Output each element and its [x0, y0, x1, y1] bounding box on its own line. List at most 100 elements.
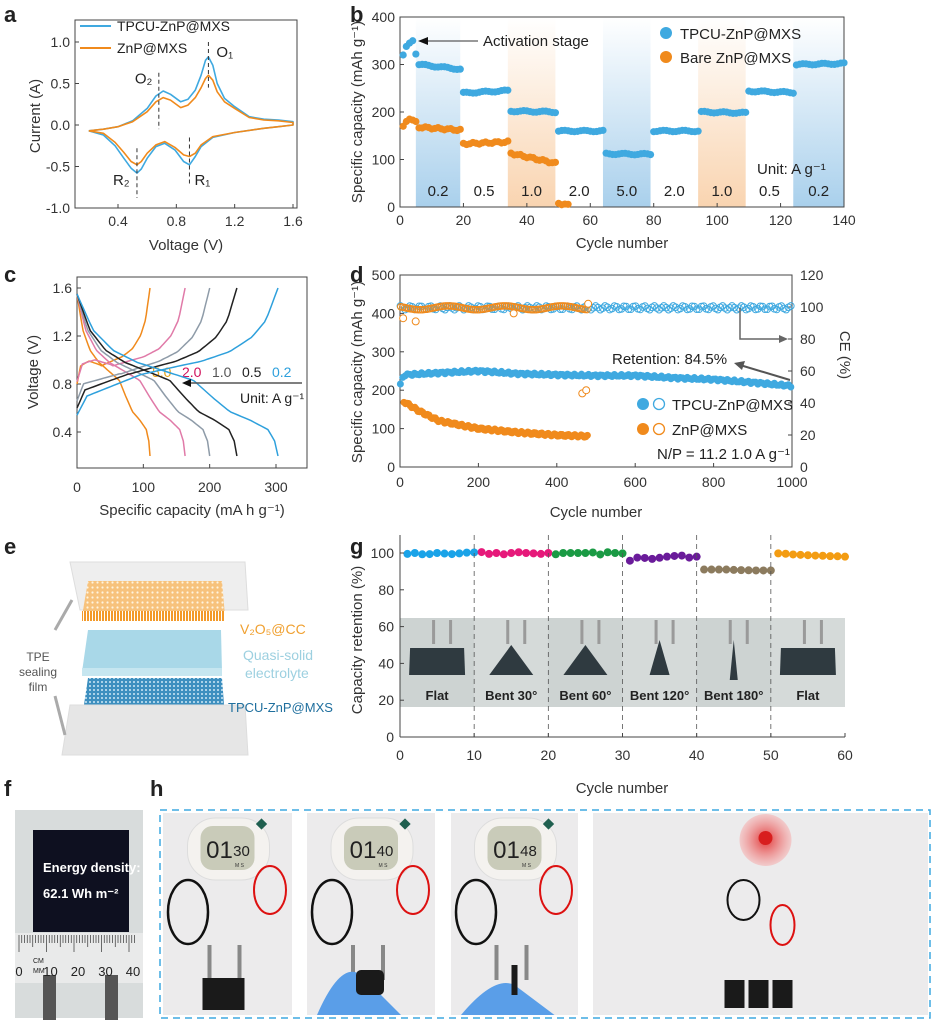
red-wire [539, 865, 573, 915]
tpcu-ce-point [782, 305, 790, 314]
arrow-head-icon [418, 37, 428, 45]
pouch-cell [33, 830, 129, 932]
x-tick-label: 60 [837, 747, 853, 763]
ruler-number: 20 [71, 964, 85, 979]
rate-label: 0.5 [242, 364, 262, 380]
retention-point [670, 551, 679, 560]
retention-point [581, 549, 590, 557]
gloved-hand [461, 983, 555, 1015]
panel-label-g: g [350, 534, 363, 559]
tpcu-ce-point [730, 303, 739, 312]
film-arrow-down [53, 695, 67, 736]
y-tick-label: 80 [378, 582, 394, 598]
tab-strip [105, 975, 118, 1020]
alligator-clip [494, 945, 499, 980]
znp-ce-point [584, 299, 593, 308]
rate-band [602, 17, 651, 207]
alligator-clip [237, 945, 242, 980]
arrow-head-icon [734, 361, 745, 370]
clip-icon [745, 620, 749, 644]
retention-point [700, 565, 709, 574]
tpcu-ce-point [777, 302, 786, 310]
x-axis-label: Cycle number [576, 780, 669, 797]
rate-label: 0.2 [808, 183, 829, 200]
x-tick-label: 140 [832, 212, 856, 228]
tpcu-ce-point [608, 304, 616, 313]
retention-point [752, 566, 760, 575]
retention-point [677, 551, 686, 560]
x-tick-label: 20 [456, 212, 472, 228]
bare-point [504, 137, 512, 145]
clip-icon [802, 620, 806, 644]
y-tick-label: 0.4 [53, 424, 73, 440]
tpcu-ce-point [723, 305, 732, 314]
pouch-cell-image [729, 640, 738, 680]
retention-point [522, 549, 531, 557]
timer-display [344, 826, 398, 870]
znp-ce-point [528, 305, 536, 314]
retention-point [485, 549, 493, 558]
retention-point [818, 551, 827, 560]
y2-tick-label: 60 [800, 363, 816, 379]
y-tick-label: 100 [371, 545, 395, 561]
panel-label-f: f [4, 776, 12, 801]
tpcu-ce-point [709, 302, 718, 310]
red-wire [396, 865, 430, 915]
retention-point [499, 550, 508, 559]
y-axis-label: Specific capacity (mAh g⁻¹) [349, 21, 366, 203]
retention-point [841, 552, 849, 561]
x-tick-label: 20 [541, 747, 557, 763]
film-label: film [29, 680, 48, 694]
tpcu-ce-point [787, 302, 795, 310]
znp-ce-point [500, 302, 509, 310]
timer-demo-photos: 01 30M S01 40M S01 48M S [159, 809, 931, 1019]
tpcu-point [694, 127, 702, 135]
x-tick-label: 0 [396, 747, 404, 763]
timer-unit: M S [522, 863, 532, 869]
clip-icon [671, 620, 675, 644]
clip-icon [580, 620, 584, 644]
retention-point [588, 548, 597, 557]
legend-open-marker [652, 422, 666, 436]
pouch-cell [202, 978, 245, 1010]
retention-point [625, 556, 634, 565]
pouch-cell-image [649, 640, 670, 675]
x-tick-label: 0.4 [108, 213, 128, 229]
retention-point [514, 548, 523, 557]
retention-point [603, 548, 612, 557]
retention-point [418, 550, 427, 559]
x-tick-label: 200 [198, 479, 222, 495]
electrolyte-layer [82, 630, 222, 672]
tab-strip [43, 975, 56, 1020]
x-tick-label: 30 [615, 747, 631, 763]
tpcu-point [409, 37, 417, 45]
y-tick-label: 200 [372, 104, 396, 120]
tpcu-point [504, 86, 512, 94]
x-tick-label: 0.8 [167, 213, 187, 229]
x-tick-label: 60 [582, 212, 598, 228]
chart-c-gcd: 0 100 200 300 1.6 1.2 0.8 0.4 Specific capacity … [25, 276, 308, 519]
y-tick-label: 20 [378, 692, 394, 708]
discharge-curve [76, 293, 279, 457]
charge-curve [76, 287, 238, 409]
ce-axis-arrow [739, 308, 782, 340]
tpcu-ce-point [624, 305, 633, 313]
charge-curve [76, 287, 211, 402]
x-tick-label: 1000 [776, 474, 807, 490]
clip-icon [654, 620, 658, 644]
retention-point [425, 550, 434, 559]
ruler-number: 0 [15, 964, 22, 979]
tpcu-point [742, 108, 750, 116]
retention-point [440, 549, 449, 558]
y-tick-label: -1.0 [46, 200, 70, 216]
y-tick-label: 200 [372, 382, 396, 398]
bending-state-label: Flat [796, 688, 820, 703]
retention-point [722, 565, 731, 574]
bare-point [551, 158, 560, 166]
y-axis-label: Capacity retention (%) [349, 566, 366, 714]
tpcu-ce-point [664, 305, 673, 314]
tpcu-ce-point [671, 303, 680, 312]
tpcu-ce-point [667, 304, 675, 312]
rate-label: 0.5 [474, 183, 495, 200]
timer-button [255, 818, 268, 830]
